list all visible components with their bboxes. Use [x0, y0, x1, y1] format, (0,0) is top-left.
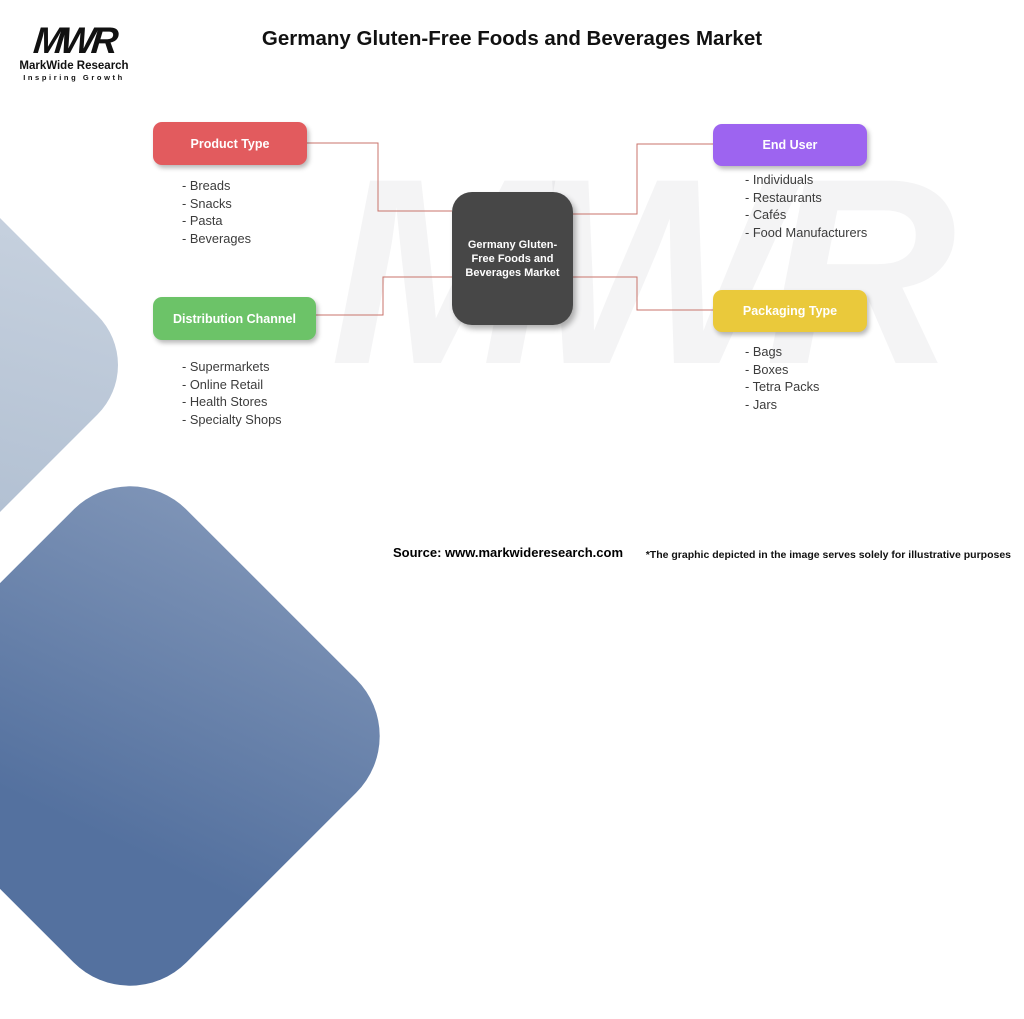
central-node-line: Beverages Market — [465, 266, 560, 279]
branch-label-distribution-channel: Distribution Channel — [173, 311, 296, 326]
branch-list-end-user: - Individuals - Restaurants - Cafés - Fo… — [745, 171, 867, 241]
list-item: - Online Retail — [182, 376, 264, 392]
branch-label-packaging-type: Packaging Type — [742, 304, 838, 318]
list-item: - Specialty Shops — [182, 411, 282, 427]
list-item: - Cafés — [745, 207, 787, 222]
connector-product-type — [307, 142, 452, 212]
brand-watermark: MWR — [330, 124, 956, 420]
list-item: - Supermarkets — [182, 359, 270, 374]
connector-end-user — [573, 143, 713, 215]
list-item: - Snacks — [182, 195, 232, 211]
list-item: - Food Manufacturers — [745, 224, 868, 240]
branch-box-distribution-channel: Distribution Channel — [153, 297, 316, 340]
branch-list-packaging-type: - Bags - Boxes - Tetra Packs - Jars — [745, 343, 819, 413]
branch-list-product-type: - Breads - Snacks - Pasta - Beverages — [182, 177, 251, 247]
connector-distribution-channel — [316, 276, 452, 316]
central-node-line: Free Foods and — [471, 252, 554, 265]
logo-company-name: MarkWide Research — [19, 60, 129, 72]
logo-tagline: Inspiring Growth — [23, 73, 125, 82]
list-item: - Tetra Packs — [745, 379, 820, 394]
list-item: - Bags — [745, 344, 782, 359]
connector-packaging-type — [573, 276, 713, 311]
list-item: - Health Stores — [182, 394, 268, 409]
branch-label-product-type: Product Type — [190, 136, 270, 151]
list-item: - Boxes — [745, 361, 789, 377]
markwide-research-logo: MWR MarkWide Research Inspiring Growth — [18, 20, 130, 82]
list-item: - Individuals — [745, 172, 814, 187]
list-item: - Breads — [182, 178, 231, 193]
infographic-canvas: MWR MWR MarkWide Research Inspiring Grow… — [0, 20, 1011, 1019]
page-title: Germany Gluten-Free Foods and Beverages … — [261, 27, 763, 50]
list-item: - Jars — [745, 396, 777, 412]
connector-lines — [307, 142, 713, 316]
list-item: - Pasta — [182, 213, 223, 228]
source-text: Source: www.markwideresearch.com — [393, 545, 624, 560]
branch-box-product-type: Product Type — [153, 122, 307, 165]
branch-list-distribution-channel: - Supermarkets - Online Retail - Health … — [182, 358, 282, 428]
branch-box-end-user: End User — [713, 124, 867, 166]
central-market-node: Germany Gluten- Free Foods and Beverages… — [452, 192, 573, 325]
branch-label-end-user: End User — [762, 138, 818, 152]
central-node-line: Germany Gluten- — [467, 238, 558, 251]
branch-box-packaging-type: Packaging Type — [713, 290, 867, 332]
list-item: - Beverages — [182, 230, 251, 246]
disclaimer-text: *The graphic depicted in the image serve… — [645, 549, 1011, 561]
list-item: - Restaurants — [745, 189, 822, 205]
